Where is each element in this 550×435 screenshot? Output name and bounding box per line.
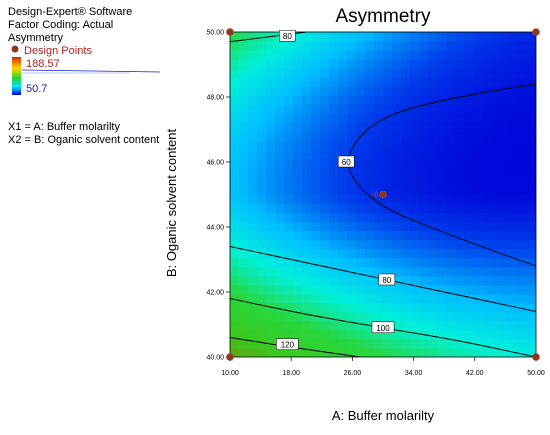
chart-title: Asymmetry <box>335 6 431 27</box>
contour-label-80: 80 <box>283 32 292 41</box>
x-axis-label: A: Buffer molarilty <box>331 408 435 423</box>
scale-pointer-line <box>21 69 161 73</box>
contour-label-box <box>276 338 299 350</box>
design-point <box>532 28 540 36</box>
plot-frame <box>229 31 537 358</box>
response-name: Asymmetry <box>8 32 63 44</box>
y-tick-label: 50.00 <box>206 30 224 37</box>
design-point <box>379 190 387 199</box>
response-surface <box>230 32 536 357</box>
contour-label-120: 120 <box>281 341 295 350</box>
contour-line-60-lower <box>345 161 536 267</box>
axis-ticks: 10.00 18.00 26.00 34.00 42.00 50.00 40.00 42.00… <box>206 30 544 378</box>
y-tick-label: 46.00 <box>206 160 224 167</box>
contour-label-80: 80 <box>382 276 391 285</box>
y-tick-label: 42.00 <box>206 290 224 297</box>
design-point <box>226 353 234 361</box>
design-point-count: 6 <box>374 191 379 200</box>
contour-label-box <box>371 321 395 333</box>
design-point <box>532 353 540 361</box>
x-tick-label: 10.00 <box>221 370 239 377</box>
contour-label-box <box>338 155 355 168</box>
x1-definition: X1 = A: Buffer molarilty <box>8 121 120 133</box>
y-tick-label: 40.00 <box>206 355 224 362</box>
x2-definition: X2 = B: Oganic solvent content <box>8 134 160 146</box>
x-tick-label: 26.00 <box>344 370 362 377</box>
x-tick-label: 18.00 <box>282 370 300 377</box>
contour-label-box <box>378 273 396 286</box>
contour-label-100: 100 <box>376 324 390 333</box>
design-points: 6 <box>226 28 540 361</box>
y-axis-label: B: Oganic solvent content <box>164 128 179 278</box>
design-points-label: Design Points <box>24 45 92 57</box>
design-point <box>226 28 234 36</box>
color-scale-bar <box>12 57 21 95</box>
scale-max-value: 188.57 <box>26 58 60 70</box>
x-tick-label: 42.00 <box>466 370 484 377</box>
contour-line-80 <box>230 246 536 312</box>
y-tick-label: 44.00 <box>206 225 224 232</box>
contour-line-80 <box>230 32 307 43</box>
x-tick-label: 50.00 <box>527 370 545 377</box>
x-tick-label: 34.00 <box>405 370 423 377</box>
contour-label-box <box>279 29 296 42</box>
software-name: Design-Expert® Software <box>8 6 133 18</box>
contour-label-60: 60 <box>342 158 351 167</box>
contour-labels: 60 80 80 100 120 <box>276 29 396 350</box>
y-tick-label: 48.00 <box>206 95 224 102</box>
factor-coding: Factor Coding: Actual <box>8 19 114 31</box>
design-point-legend-icon <box>11 45 19 53</box>
contour-line-60 <box>345 83 536 163</box>
scale-min-value: 50.7 <box>26 83 48 95</box>
